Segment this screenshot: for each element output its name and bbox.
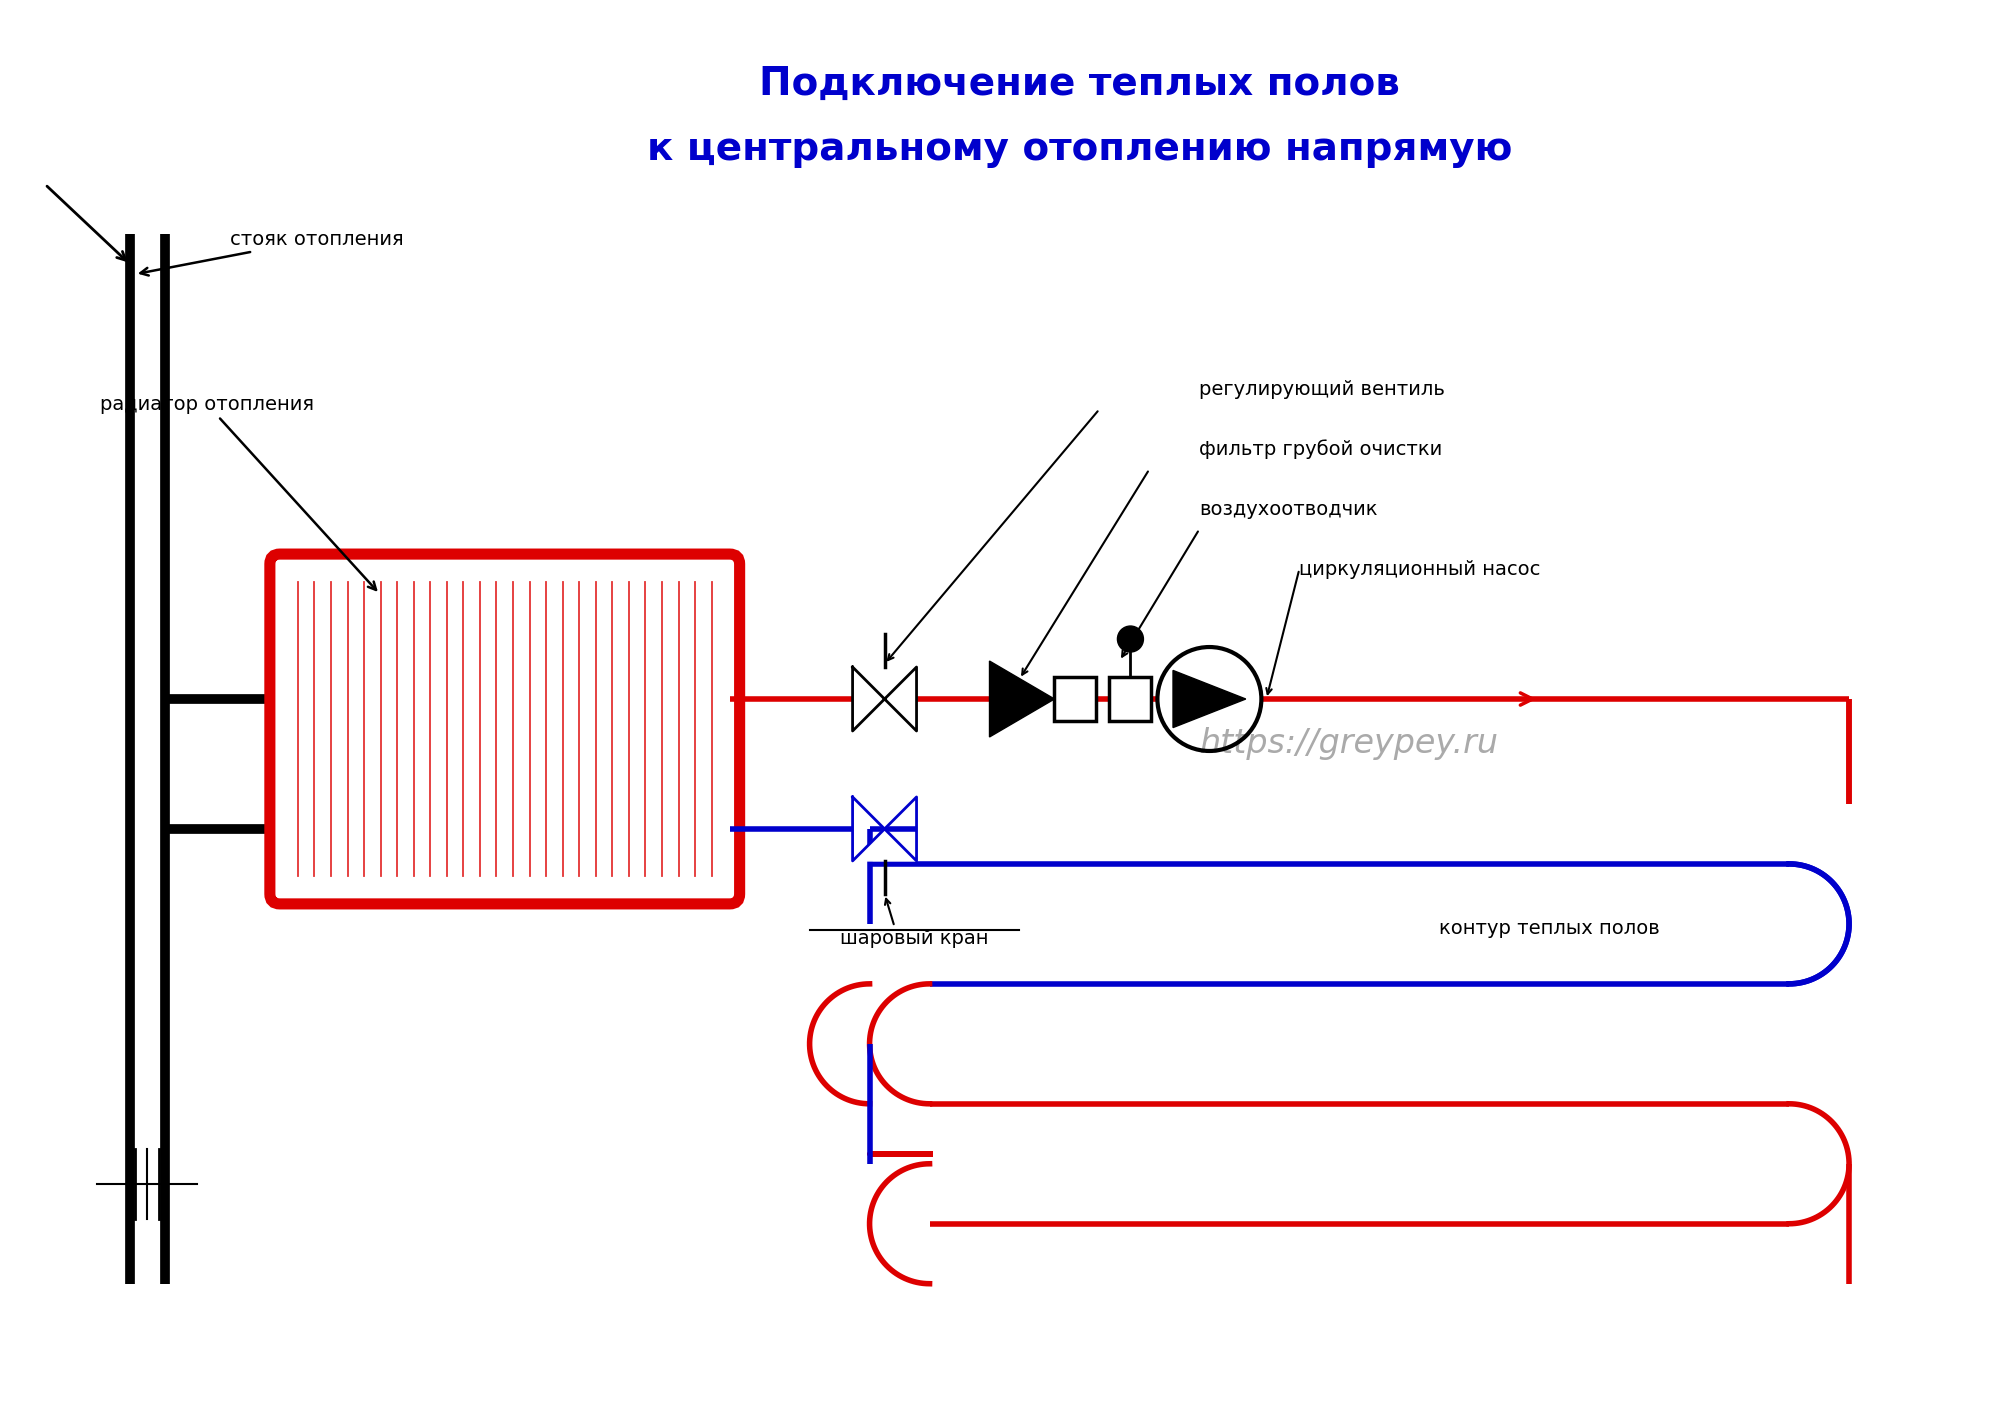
Text: к центральному отоплению напрямую: к центральному отоплению напрямую	[647, 130, 1510, 168]
FancyBboxPatch shape	[270, 554, 739, 904]
Bar	[1109, 677, 1151, 721]
Text: воздухоотводчик: воздухоотводчик	[1199, 499, 1377, 519]
Text: радиатор отопления: радиатор отопления	[100, 395, 376, 590]
Text: циркуляционный насос: циркуляционный насос	[1299, 560, 1540, 578]
Circle shape	[1157, 648, 1261, 751]
Polygon shape	[851, 699, 915, 731]
Text: контур теплых полов: контур теплых полов	[1439, 919, 1658, 939]
Bar	[1109, 677, 1151, 721]
Text: шаровый кран: шаровый кран	[839, 929, 989, 947]
Bar	[1055, 677, 1095, 721]
Polygon shape	[851, 667, 915, 699]
Text: https://greypey.ru: https://greypey.ru	[1199, 727, 1498, 761]
Text: фильтр грубой очистки: фильтр грубой очистки	[1199, 440, 1443, 460]
Text: регулирующий вентиль: регулирующий вентиль	[1199, 380, 1445, 399]
Polygon shape	[989, 660, 1055, 737]
Text: стояк отопления: стояк отопления	[140, 229, 404, 276]
Polygon shape	[851, 829, 915, 861]
Text: Подключение теплых полов: Подключение теплых полов	[759, 65, 1399, 103]
Polygon shape	[1173, 670, 1245, 728]
Polygon shape	[851, 797, 915, 829]
Bar	[1055, 677, 1095, 721]
Circle shape	[1117, 626, 1143, 652]
